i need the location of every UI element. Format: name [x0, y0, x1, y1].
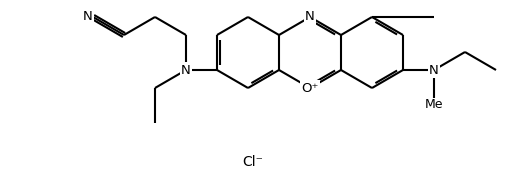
Text: N: N: [305, 10, 315, 24]
Text: O⁺: O⁺: [301, 81, 319, 95]
Text: Cl⁻: Cl⁻: [242, 155, 264, 169]
Text: N: N: [83, 10, 93, 24]
Text: N: N: [181, 63, 191, 76]
Text: N: N: [429, 63, 439, 76]
Text: Me: Me: [425, 98, 443, 112]
